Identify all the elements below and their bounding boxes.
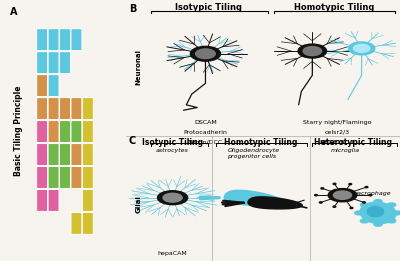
Text: Neuronal: Neuronal	[135, 49, 141, 85]
Text: Oligodendrocyte
progenitor cells: Oligodendrocyte progenitor cells	[227, 148, 280, 159]
FancyBboxPatch shape	[71, 167, 82, 188]
Polygon shape	[224, 190, 283, 206]
FancyBboxPatch shape	[37, 98, 48, 120]
FancyBboxPatch shape	[71, 98, 82, 120]
Circle shape	[354, 44, 370, 52]
FancyBboxPatch shape	[82, 98, 93, 120]
FancyBboxPatch shape	[37, 29, 48, 51]
FancyBboxPatch shape	[82, 144, 93, 165]
Ellipse shape	[360, 202, 396, 224]
Circle shape	[360, 219, 369, 223]
Text: Homotypic Tiling: Homotypic Tiling	[224, 138, 297, 147]
Circle shape	[163, 193, 182, 202]
Circle shape	[158, 191, 188, 205]
Text: Isotypic Tiling: Isotypic Tiling	[175, 3, 242, 12]
Circle shape	[349, 183, 352, 185]
Text: Heterotypic Tiling: Heterotypic Tiling	[314, 138, 392, 147]
Text: hepaCAM: hepaCAM	[158, 251, 188, 256]
FancyBboxPatch shape	[48, 29, 59, 51]
FancyBboxPatch shape	[71, 29, 82, 51]
FancyBboxPatch shape	[60, 121, 70, 143]
Text: MEGF10/11: MEGF10/11	[319, 140, 355, 145]
FancyBboxPatch shape	[48, 98, 59, 120]
FancyBboxPatch shape	[37, 121, 48, 143]
FancyBboxPatch shape	[37, 144, 48, 165]
Circle shape	[334, 191, 352, 199]
FancyBboxPatch shape	[37, 98, 48, 120]
FancyBboxPatch shape	[37, 167, 48, 188]
Circle shape	[190, 46, 220, 61]
Text: Homotypic Tiling: Homotypic Tiling	[294, 3, 374, 12]
Circle shape	[333, 183, 336, 185]
Text: Netrin/DCC: Netrin/DCC	[188, 140, 223, 145]
Circle shape	[388, 203, 396, 207]
FancyBboxPatch shape	[60, 98, 70, 120]
Circle shape	[374, 222, 382, 226]
Text: A: A	[10, 7, 18, 16]
Circle shape	[315, 194, 317, 196]
FancyBboxPatch shape	[82, 189, 93, 211]
Circle shape	[393, 211, 400, 215]
FancyBboxPatch shape	[71, 121, 82, 143]
FancyBboxPatch shape	[48, 144, 59, 165]
Text: Isotypic Tiling: Isotypic Tiling	[142, 138, 203, 147]
Text: astrocytes: astrocytes	[156, 148, 189, 153]
FancyBboxPatch shape	[60, 144, 70, 165]
FancyBboxPatch shape	[48, 167, 59, 188]
FancyBboxPatch shape	[60, 29, 70, 51]
Circle shape	[365, 186, 368, 188]
Text: Starry night/Flamingo: Starry night/Flamingo	[303, 120, 371, 125]
Circle shape	[363, 202, 365, 203]
Text: macrophage: macrophage	[352, 191, 392, 196]
Circle shape	[360, 203, 369, 207]
FancyBboxPatch shape	[37, 189, 48, 211]
Circle shape	[333, 206, 336, 207]
Circle shape	[196, 49, 215, 58]
FancyBboxPatch shape	[71, 212, 82, 234]
Circle shape	[350, 207, 353, 209]
Text: microglia: microglia	[331, 148, 360, 153]
Text: B: B	[129, 4, 136, 14]
FancyBboxPatch shape	[37, 52, 48, 74]
Circle shape	[328, 189, 357, 202]
FancyBboxPatch shape	[71, 144, 82, 165]
FancyBboxPatch shape	[48, 121, 59, 143]
FancyBboxPatch shape	[60, 29, 70, 51]
FancyBboxPatch shape	[60, 167, 70, 188]
Polygon shape	[248, 197, 302, 209]
Text: celsr2/3: celsr2/3	[324, 130, 350, 135]
FancyBboxPatch shape	[82, 121, 93, 143]
FancyBboxPatch shape	[48, 98, 59, 120]
FancyBboxPatch shape	[60, 98, 70, 120]
Circle shape	[348, 42, 375, 55]
Ellipse shape	[367, 206, 384, 217]
Circle shape	[321, 188, 324, 189]
Circle shape	[374, 200, 382, 203]
Text: DSCAM: DSCAM	[194, 120, 217, 125]
FancyBboxPatch shape	[48, 75, 59, 97]
FancyBboxPatch shape	[48, 52, 59, 74]
FancyBboxPatch shape	[60, 52, 70, 74]
Circle shape	[369, 194, 372, 196]
FancyBboxPatch shape	[37, 75, 48, 97]
FancyBboxPatch shape	[37, 75, 48, 97]
FancyBboxPatch shape	[48, 29, 59, 51]
Text: C: C	[129, 136, 136, 146]
Circle shape	[298, 44, 326, 58]
FancyBboxPatch shape	[82, 212, 93, 234]
Circle shape	[388, 219, 396, 223]
FancyBboxPatch shape	[82, 167, 93, 188]
Circle shape	[320, 202, 322, 203]
FancyBboxPatch shape	[71, 98, 82, 120]
FancyBboxPatch shape	[37, 75, 48, 97]
Text: Protocadherin: Protocadherin	[184, 130, 227, 135]
Text: Basic Tiling Principle: Basic Tiling Principle	[14, 85, 23, 176]
Circle shape	[303, 46, 322, 56]
Text: Glial: Glial	[135, 195, 141, 213]
Circle shape	[355, 211, 363, 215]
FancyBboxPatch shape	[48, 189, 59, 211]
